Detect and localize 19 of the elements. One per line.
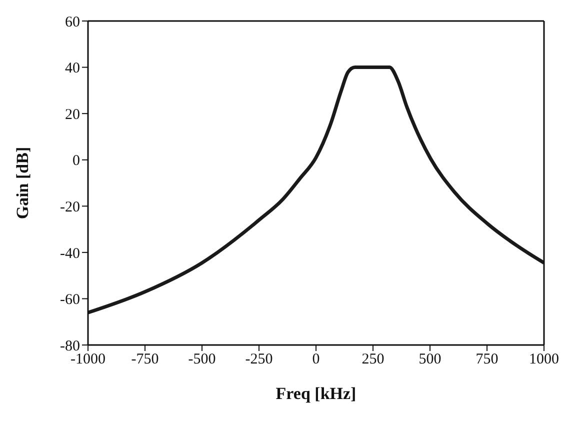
y-tick-label: -80 <box>60 338 80 354</box>
y-tick-label: 40 <box>65 60 80 77</box>
y-tick-label: -20 <box>60 199 80 216</box>
x-tick-label: -500 <box>188 352 216 368</box>
x-tick-label: 250 <box>362 352 384 368</box>
x-tick-label: 500 <box>418 352 442 368</box>
y-tick-label: 20 <box>65 106 80 123</box>
x-tick-label: -250 <box>245 352 273 368</box>
y-tick-label: 60 <box>65 14 80 30</box>
x-tick-label: -750 <box>131 352 159 368</box>
x-tick-label: 750 <box>476 352 498 368</box>
x-tick-label: -1000 <box>70 352 106 368</box>
x-tick-label: 0 <box>312 352 320 368</box>
y-tick-label: -40 <box>60 246 80 262</box>
y-tick-label: -60 <box>60 292 80 308</box>
y-tick-label: 0 <box>72 153 80 170</box>
x-tick-label: 1000 <box>529 352 559 368</box>
y-axis-title: Gain [dB] <box>13 146 32 220</box>
x-axis-title: Freq [kHz] <box>276 384 356 403</box>
